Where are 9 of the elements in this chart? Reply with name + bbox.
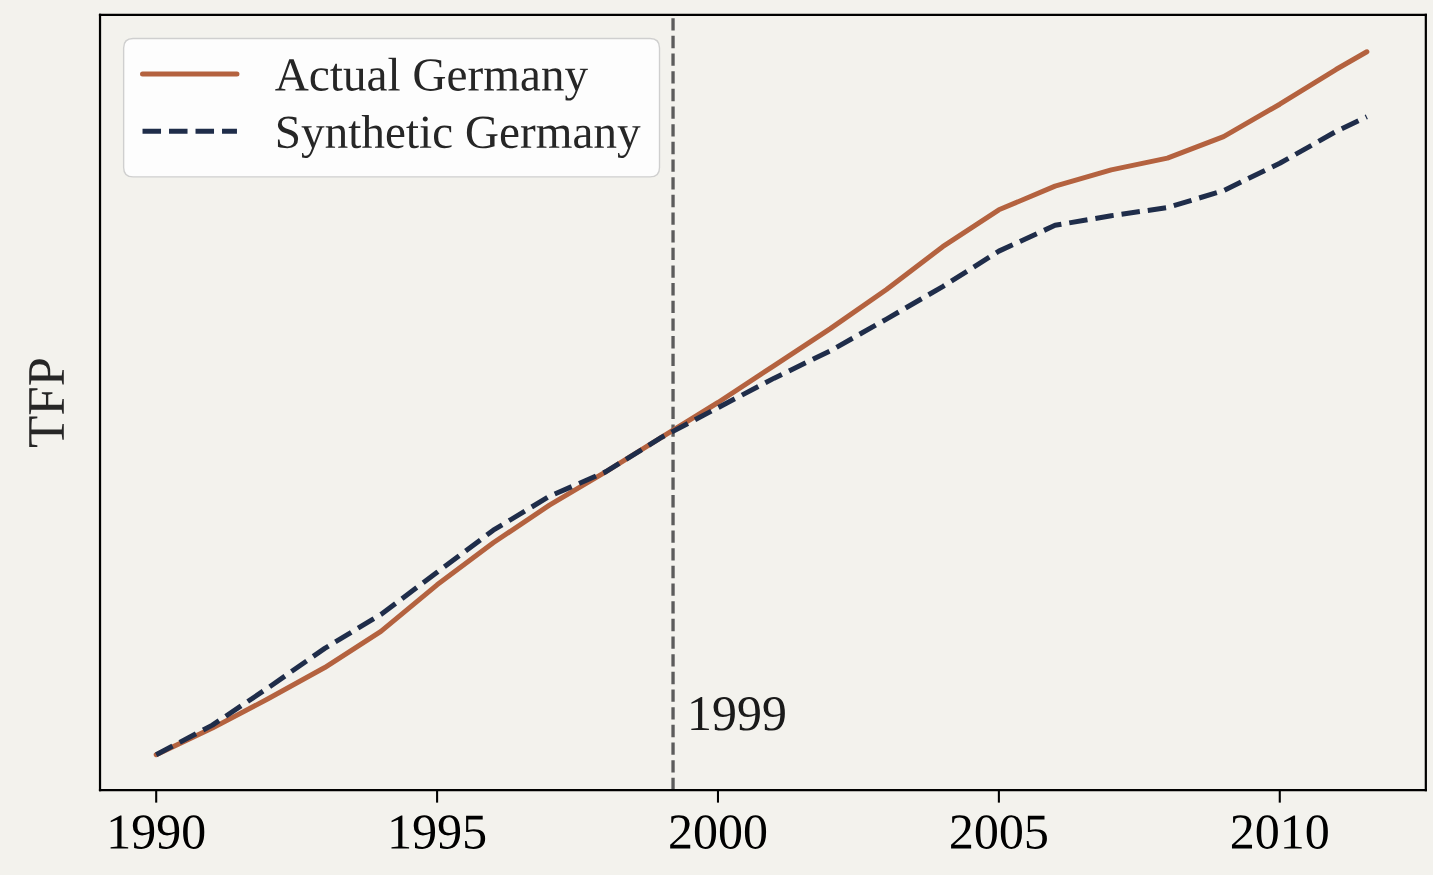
x-tick-label: 2010 [1231,815,1328,849]
x-tick-label: 2005 [951,815,1047,849]
x-tick-label: 1990 [110,815,205,849]
legend-label: Synthetic Germany [277,115,641,159]
legend-label: Actual Germany [275,57,588,101]
y-axis-title: TFP [29,359,64,448]
x-tick-label: 1995 [391,815,486,849]
ref-line-label: 1999 [691,696,785,731]
x-tick-label: 2000 [670,815,767,849]
